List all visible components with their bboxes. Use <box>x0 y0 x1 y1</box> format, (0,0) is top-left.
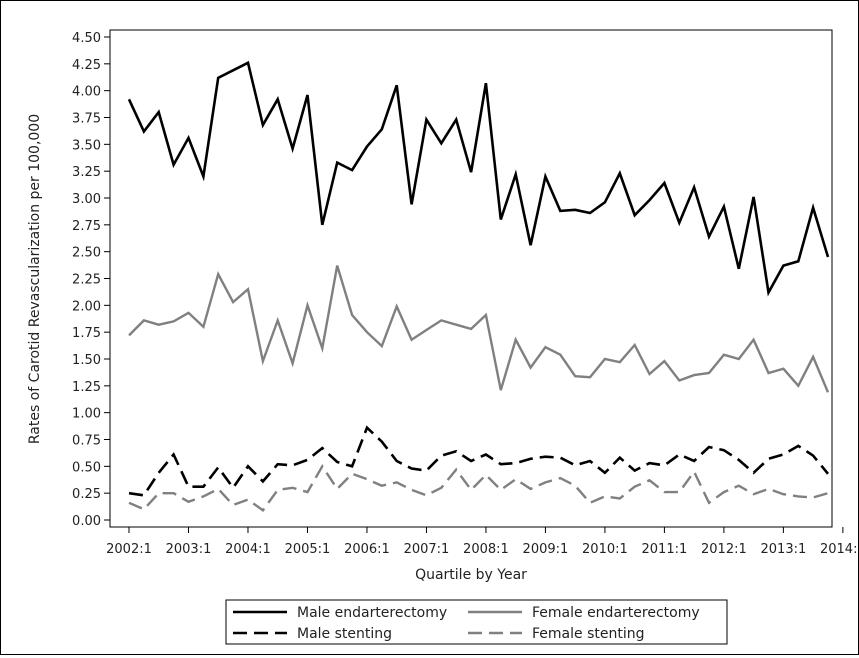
x-axis-label: Quartile by Year <box>415 567 527 583</box>
y-tick-label: 2.75 <box>72 219 101 234</box>
y-axis-label: Rates of Carotid Revascularization per 1… <box>27 114 43 444</box>
y-tick-label: 1.00 <box>72 407 101 422</box>
series-line-3 <box>128 425 830 497</box>
legend-label: Male stenting <box>297 626 392 642</box>
y-tick-label: 3.25 <box>72 165 101 180</box>
x-tick-label: 2004:1 <box>225 542 271 557</box>
x-tick-label: 2005:1 <box>285 542 331 557</box>
series-lines <box>127 60 830 512</box>
y-tick-label: 3.75 <box>72 112 101 127</box>
y-tick-label: 2.25 <box>72 273 101 288</box>
legend-label: Female stenting <box>532 626 644 642</box>
y-tick-label: 4.50 <box>72 31 101 46</box>
y-tick-label: 1.25 <box>72 380 101 395</box>
y-tick-label: 2.00 <box>72 299 101 314</box>
plot-area <box>109 29 833 528</box>
x-tick-label: 2012:1 <box>701 542 747 557</box>
y-tick-label: 0.00 <box>72 514 101 529</box>
x-tick-label: 2010:1 <box>582 542 628 557</box>
y-tick-label: 3.50 <box>72 138 101 153</box>
x-tick-label: 2002:1 <box>106 542 152 557</box>
y-tick-label: 0.25 <box>72 487 101 502</box>
y-axis: 0.00 0.25 0.50 0.75 1.00 1.25 1.50 1.75 2.00 2.25… <box>72 31 110 529</box>
y-tick-label: 1.50 <box>72 353 101 368</box>
x-tick-label: 2006:1 <box>344 542 390 557</box>
x-tick-label: 2009:1 <box>523 542 569 557</box>
y-tick-label: 1.75 <box>72 326 101 341</box>
legend-box <box>225 599 728 645</box>
x-tick-label: 2011:1 <box>642 542 688 557</box>
legend-label: Female endarterectomy <box>532 605 700 621</box>
x-axis: 2002:1 2003:1 2004:1 2005:1 2006:1 2007:1 2008… <box>106 527 859 557</box>
x-tick-label: 2003:1 <box>166 542 212 557</box>
y-tick-label: 0.50 <box>72 460 101 475</box>
series-line-1 <box>127 60 830 297</box>
y-tick-label: 2.50 <box>72 246 101 261</box>
x-tick-label: 2007:1 <box>404 542 450 557</box>
legend-label: Male endarterectomy <box>297 605 447 621</box>
y-tick-label: 4.00 <box>72 85 101 100</box>
y-tick-label: 4.25 <box>72 58 101 73</box>
x-tick-label: 2014:1 <box>820 542 858 557</box>
y-tick-label: 3.00 <box>72 192 101 207</box>
series-line-2 <box>128 265 830 393</box>
series-line-4 <box>128 464 829 512</box>
y-tick-label: 0.75 <box>72 434 101 449</box>
x-tick-label: 2008:1 <box>463 542 509 557</box>
x-tick-label: 2013:1 <box>761 542 807 557</box>
legend: Male endarterectomy Female endarterectomy… <box>225 599 728 645</box>
